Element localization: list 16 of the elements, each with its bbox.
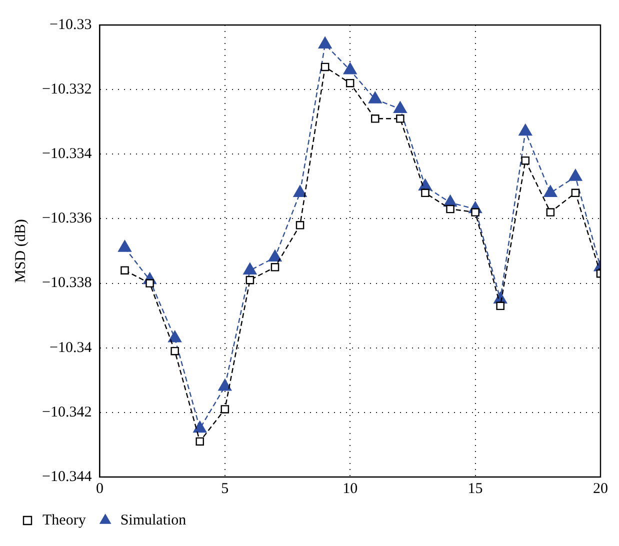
y-tick-label: −10.338 [42, 275, 92, 292]
legend-label: Theory [42, 512, 86, 528]
y-tick-label: −10.34 [49, 340, 92, 356]
y-tick-label: −10.342 [42, 404, 92, 420]
x-tick-label: 15 [468, 480, 483, 497]
y-tick-label: −10.332 [42, 82, 92, 98]
x-tick-label: 0 [96, 480, 104, 497]
legend-label: Simulation [120, 512, 187, 528]
y-tick-label: −10.33 [49, 16, 92, 33]
x-tick-label: 5 [221, 480, 229, 497]
x-tick-label: 10 [342, 480, 358, 497]
y-tick-label: −10.344 [42, 468, 92, 485]
x-tick-label: 20 [593, 480, 608, 497]
y-tick-label: −10.336 [42, 210, 92, 227]
y-tick-label: −10.334 [42, 146, 92, 162]
y-axis-title: MSD (dB) [12, 219, 29, 283]
